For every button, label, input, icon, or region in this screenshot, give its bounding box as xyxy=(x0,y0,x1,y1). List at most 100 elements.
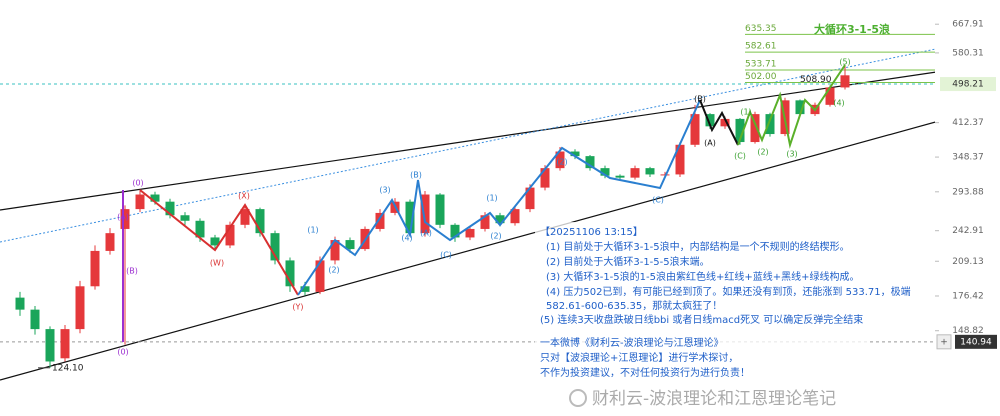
annotation-line: 不作为投资建议，不对任何投资行为进行负责！ xyxy=(540,366,750,379)
wave-label: (1) xyxy=(486,194,497,203)
annotation-line: 只对【波浪理论+江恩理论】进行学术探讨， xyxy=(540,351,738,364)
candle-body xyxy=(465,228,475,238)
wave-label: (3) xyxy=(379,186,390,195)
y-tick-label: 148.82 xyxy=(952,326,984,336)
candle-body xyxy=(90,250,100,287)
watermark: 财利云-波浪理论和江恩理论笔记 xyxy=(569,389,836,409)
candle-body xyxy=(315,260,325,292)
candle-body xyxy=(840,75,850,88)
candle-body xyxy=(510,209,520,224)
candle-body xyxy=(75,286,85,330)
candle-body xyxy=(300,286,310,292)
wave-label: (Y) xyxy=(292,303,303,312)
annotation-line: (5) 连续3天收盘跌破日线bbi 或者日线macd死叉 可以确定反弹完全结束 xyxy=(540,313,863,326)
candle-body xyxy=(285,260,295,287)
candle-body xyxy=(720,118,730,127)
wave-label: (1) xyxy=(740,108,751,117)
candle-body xyxy=(240,209,250,225)
y-tick-label: 667.91 xyxy=(952,20,984,30)
wave-label: (B) xyxy=(694,95,706,104)
annotation-line: (4) 压力502已到，有可能已经到顶了。如果还没有到顶，还能涨到 533.71… xyxy=(546,285,911,298)
candle-body xyxy=(435,194,445,225)
candle-body xyxy=(345,240,355,250)
candle-body xyxy=(630,168,640,178)
y-tick-label: 209.13 xyxy=(952,257,984,267)
wave-label: (A) xyxy=(704,139,716,148)
candle-body xyxy=(570,151,580,157)
wave-lines xyxy=(122,64,846,342)
annotation-line: (2) 目前处于大循环3-1-5-5浪末端。 xyxy=(546,255,710,268)
wave-label: (A) xyxy=(420,229,432,238)
candle-body xyxy=(765,114,775,135)
candle-body xyxy=(180,215,190,221)
candle-body xyxy=(495,215,505,224)
annotation-line: 【20251106 13:15】 xyxy=(540,226,643,238)
annotation-box xyxy=(535,222,870,383)
y-tick-label: 293.88 xyxy=(952,187,984,197)
candle-body xyxy=(750,114,760,143)
candle-body xyxy=(555,151,565,169)
candle-body xyxy=(525,187,535,210)
level-label: 502.00 xyxy=(745,72,777,82)
trend-dotted xyxy=(0,43,961,243)
candle-body xyxy=(375,212,385,229)
candle-body xyxy=(150,194,160,202)
low-label: 124.10 xyxy=(52,363,84,373)
candle-body xyxy=(225,224,235,246)
high-label: 508.90 xyxy=(800,75,832,85)
cursor-label: 140.94 xyxy=(960,337,992,347)
candle-body xyxy=(645,168,655,175)
price-axis xyxy=(935,0,1000,416)
wave-label: (0) xyxy=(132,179,143,188)
candle-body xyxy=(45,329,55,362)
wave-label: (C) xyxy=(440,251,452,260)
wave-label: (0) xyxy=(117,348,128,357)
last-price-tag xyxy=(940,77,996,92)
y-tick-label: 412.37 xyxy=(952,118,984,128)
y-tick-label: 348.37 xyxy=(952,153,984,163)
cursor-tag xyxy=(955,334,997,349)
candle-body xyxy=(600,168,610,176)
wave-label: (2) xyxy=(556,158,567,167)
candle-body xyxy=(540,168,550,188)
wave-label: (W) xyxy=(210,259,224,268)
candle-body xyxy=(15,297,25,310)
plus-button xyxy=(936,334,952,350)
wave-label: (C) xyxy=(652,196,664,205)
candle-body xyxy=(825,87,835,105)
candle-body xyxy=(210,237,220,246)
candle-body xyxy=(405,201,415,234)
candle-body xyxy=(690,114,700,145)
candle-body xyxy=(615,175,625,178)
candle-body xyxy=(60,329,70,359)
watermark-text: 财利云-波浪理论和江恩理论笔记 xyxy=(592,389,836,409)
wave-red xyxy=(139,189,299,296)
candle-body xyxy=(735,118,745,143)
annotation-line: 582.61-600-635.35，那就太疯狂了！ xyxy=(546,299,722,312)
level-label: 635.35 xyxy=(745,24,777,34)
wave-label: (B) xyxy=(126,267,138,276)
wave-labels: (0) (A) (B) (0) (X) (W) (Y) (1) (2) (3) … xyxy=(117,58,851,357)
annotation-line: 一本微博《财利云-波浪理论与江恩理论》 xyxy=(540,336,724,349)
level-label: 533.71 xyxy=(745,59,777,69)
wave-label: (2) xyxy=(328,266,339,275)
y-tick-label: 176.42 xyxy=(952,291,984,301)
candle-body xyxy=(135,194,145,210)
wave-label: (B) xyxy=(410,171,422,180)
candle-body xyxy=(30,309,40,330)
candle-body xyxy=(420,194,430,234)
watermark-logo xyxy=(569,389,587,407)
y-tick-label: 242.91 xyxy=(952,226,984,236)
last-price-label: 498.21 xyxy=(952,80,984,90)
candle-body xyxy=(195,220,205,238)
wave-label: (4) xyxy=(833,99,844,108)
candle-body xyxy=(705,114,715,127)
wave-label: (5) xyxy=(839,58,850,67)
candle-body xyxy=(165,201,175,216)
candle-body xyxy=(480,215,490,229)
candle-body xyxy=(795,100,805,115)
wave-black xyxy=(699,99,739,146)
candle-body xyxy=(585,156,595,169)
wave-blue xyxy=(297,99,701,296)
wave-label: (C) xyxy=(734,152,746,161)
